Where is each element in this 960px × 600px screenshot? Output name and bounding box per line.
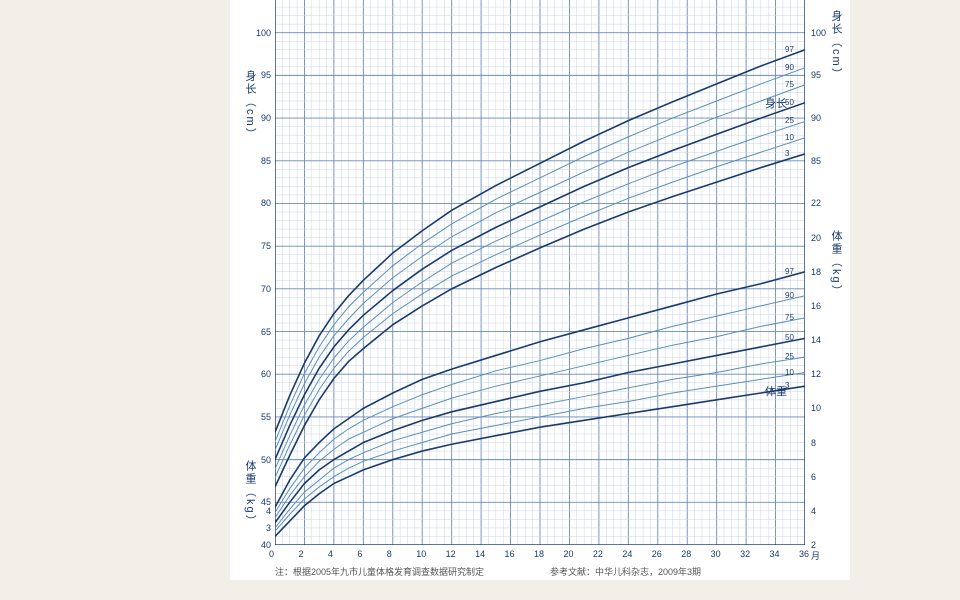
axis-label-weight-right: 体重（kg） bbox=[828, 230, 844, 298]
xtick-12: 12 bbox=[446, 549, 456, 559]
ylen-left-55: 55 bbox=[253, 412, 271, 422]
xtick-26: 26 bbox=[652, 549, 662, 559]
ykg-right-8: 8 bbox=[811, 438, 816, 448]
xtick-18: 18 bbox=[534, 549, 544, 559]
axis-label-length-right: 身长（cm） bbox=[828, 10, 844, 81]
ykg-right-16: 16 bbox=[811, 301, 821, 311]
xtick-36: 36 bbox=[799, 549, 809, 559]
chart-svg bbox=[275, 0, 805, 545]
weight-pct-3: 3 bbox=[785, 381, 789, 390]
ylen-left-95: 95 bbox=[253, 70, 271, 80]
xtick-2: 2 bbox=[298, 549, 303, 559]
ylen-right-95: 95 bbox=[811, 70, 821, 80]
xtick-0: 0 bbox=[269, 549, 274, 559]
length-pct-10: 10 bbox=[785, 133, 794, 142]
ykg-right-20: 20 bbox=[811, 233, 821, 243]
ylen-left-100: 100 bbox=[253, 28, 271, 38]
xtick-32: 32 bbox=[740, 549, 750, 559]
ykg-right-2: 2 bbox=[811, 540, 816, 550]
footnote-source: 注：根据2005年九市儿童体格发育调查数据研究制定 bbox=[275, 565, 484, 578]
ylen-left-75: 75 bbox=[253, 241, 271, 251]
length-pct-25: 25 bbox=[785, 116, 794, 125]
xtick-28: 28 bbox=[681, 549, 691, 559]
ylen-left-70: 70 bbox=[253, 284, 271, 294]
xtick-20: 20 bbox=[563, 549, 573, 559]
length-pct-75: 75 bbox=[785, 80, 794, 89]
xtick-16: 16 bbox=[505, 549, 515, 559]
weight-pct-50: 50 bbox=[785, 333, 794, 342]
axis-label-length-left: 身长（cm） bbox=[242, 70, 258, 141]
ylen-left-90: 90 bbox=[253, 113, 271, 123]
xtick-30: 30 bbox=[711, 549, 721, 559]
length-pct-3: 3 bbox=[785, 149, 789, 158]
series-name-weight: 体重 bbox=[765, 383, 787, 399]
ykg-right-22: 22 bbox=[811, 198, 821, 208]
xtick-6: 6 bbox=[357, 549, 362, 559]
xtick-8: 8 bbox=[387, 549, 392, 559]
weight-pct-90: 90 bbox=[785, 291, 794, 300]
xtick-34: 34 bbox=[770, 549, 780, 559]
growth-chart-plot bbox=[275, 0, 805, 545]
ykg-right-6: 6 bbox=[811, 472, 816, 482]
footnote-reference: 参考文献：中华儿科杂志，2009年3期 bbox=[550, 565, 701, 578]
ylen-left-80: 80 bbox=[253, 198, 271, 208]
length-pct-90: 90 bbox=[785, 63, 794, 72]
ylen-right-90: 90 bbox=[811, 113, 821, 123]
ykg-right-14: 14 bbox=[811, 335, 821, 345]
ylen-left-50: 50 bbox=[253, 455, 271, 465]
xtick-24: 24 bbox=[622, 549, 632, 559]
ykg-left-3: 3 bbox=[257, 523, 271, 533]
chart-sheet: 身长（cm） 体重（kg） 身长（cm） 体重（kg） 身长 体重 注：根据20… bbox=[230, 0, 850, 580]
ylen-left-65: 65 bbox=[253, 327, 271, 337]
weight-pct-97: 97 bbox=[785, 267, 794, 276]
ylen-left-40: 40 bbox=[253, 540, 271, 550]
xtick-14: 14 bbox=[475, 549, 485, 559]
ykg-right-18: 18 bbox=[811, 267, 821, 277]
axis-label-weight-left: 体重（kg） bbox=[242, 460, 258, 528]
series-name-length: 身长 bbox=[765, 95, 787, 111]
ykg-left-4: 4 bbox=[257, 506, 271, 516]
ykg-right-4: 4 bbox=[811, 506, 816, 516]
xtick-22: 22 bbox=[593, 549, 603, 559]
ylen-right-100: 100 bbox=[811, 28, 826, 38]
xtick-4: 4 bbox=[328, 549, 333, 559]
xtick-10: 10 bbox=[416, 549, 426, 559]
length-pct-50: 50 bbox=[785, 98, 794, 107]
weight-pct-10: 10 bbox=[785, 368, 794, 377]
weight-pct-75: 75 bbox=[785, 313, 794, 322]
length-pct-97: 97 bbox=[785, 45, 794, 54]
ylen-left-60: 60 bbox=[253, 369, 271, 379]
ykg-right-12: 12 bbox=[811, 369, 821, 379]
ylen-right-85: 85 bbox=[811, 156, 821, 166]
ylen-left-85: 85 bbox=[253, 156, 271, 166]
xunit: 月 bbox=[811, 549, 820, 562]
weight-pct-25: 25 bbox=[785, 352, 794, 361]
ykg-right-10: 10 bbox=[811, 403, 821, 413]
